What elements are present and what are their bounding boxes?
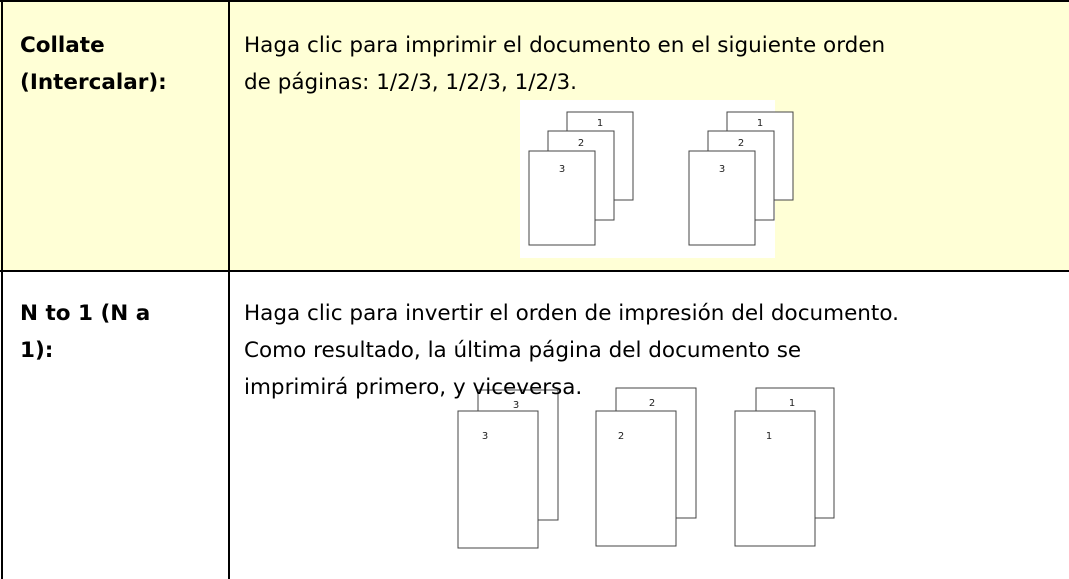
description-line: Haga clic para imprimir el documento en … bbox=[244, 33, 886, 58]
page-number: 1 bbox=[597, 118, 603, 129]
row-description: Haga clic para invertir el orden de impr… bbox=[244, 295, 899, 406]
page-number: 2 bbox=[578, 138, 584, 149]
page-stack: 1 2 3 bbox=[688, 111, 794, 246]
label-line: Collate bbox=[20, 33, 105, 58]
label-line: N to 1 (N a bbox=[20, 301, 151, 326]
row-description: Haga clic para imprimir el documento en … bbox=[244, 27, 885, 101]
page-sheet bbox=[734, 410, 816, 547]
page-sheet bbox=[688, 150, 756, 246]
page-number: 3 bbox=[559, 164, 565, 175]
page-sheet bbox=[595, 410, 677, 547]
page-number: 3 bbox=[482, 431, 488, 442]
page-sheet bbox=[457, 410, 539, 549]
description-line: imprimirá primero, y viceversa. bbox=[244, 375, 583, 400]
label-line: 1): bbox=[20, 338, 54, 363]
page-number: 2 bbox=[738, 138, 744, 149]
page-number: 2 bbox=[618, 431, 624, 442]
page-number: 2 bbox=[649, 398, 655, 409]
page-pair: 3 3 bbox=[457, 389, 559, 549]
page-number: 3 bbox=[513, 400, 519, 411]
page-number: 1 bbox=[766, 431, 772, 442]
page-number: 3 bbox=[719, 164, 725, 175]
page-pair: 1 1 bbox=[734, 387, 835, 547]
page-stack: 1 2 3 bbox=[528, 111, 634, 246]
description-line: Como resultado, la última página del doc… bbox=[244, 338, 802, 363]
page-sheet bbox=[528, 150, 596, 246]
description-line: de páginas: 1/2/3, 1/2/3, 1/2/3. bbox=[244, 70, 577, 95]
page-number: 1 bbox=[789, 398, 795, 409]
row-label: N to 1 (N a 1): bbox=[20, 295, 150, 369]
description-line: Haga clic para invertir el orden de impr… bbox=[244, 301, 899, 326]
row-label: Collate (Intercalar): bbox=[20, 27, 167, 101]
page-pair: 2 2 bbox=[595, 387, 697, 547]
page-number: 1 bbox=[757, 118, 763, 129]
label-line: (Intercalar): bbox=[20, 70, 167, 95]
